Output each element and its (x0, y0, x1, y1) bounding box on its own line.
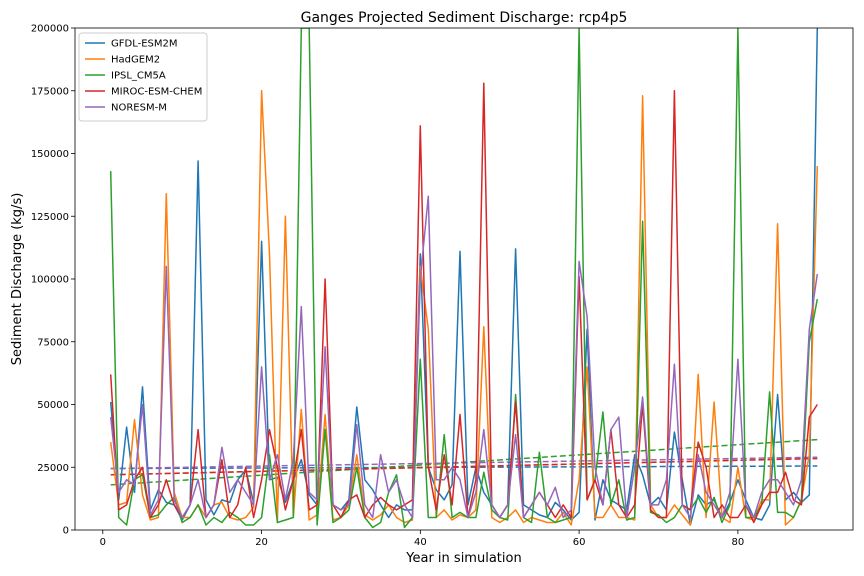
x-axis-label: Year in simulation (405, 551, 521, 566)
y-tick-label: 25000 (37, 463, 69, 474)
legend-label: NORESM-M (111, 103, 167, 114)
legend-label: GFDL-ESM2M (111, 39, 178, 50)
series-line-miroc-esm-chem (109, 82, 818, 524)
series-lines (109, 28, 819, 529)
y-tick-label: 125000 (31, 212, 69, 223)
x-axis: 0 20 40 60 80 (100, 530, 745, 548)
y-tick-label: 0 (63, 526, 69, 537)
x-tick-label: 40 (414, 537, 427, 548)
legend-label: MIROC-ESM-CHEM (111, 87, 202, 98)
series-line-gfdl-esm2m (109, 28, 819, 526)
y-tick-label: 150000 (31, 149, 69, 160)
legend-box (78, 32, 208, 122)
series-line-noresm-m (109, 195, 819, 519)
y-tick-label: 100000 (31, 275, 69, 286)
series-line-ipsl-cm5a (109, 28, 819, 529)
legend-label: IPSL_CM5A (111, 71, 166, 82)
x-tick-label: 60 (573, 537, 586, 548)
y-tick-label: 175000 (31, 86, 69, 97)
legend: GFDL-ESM2M HadGEM2 IPSL_CM5A MIROC-ESM-CHEM… (78, 32, 208, 122)
y-tick-label: 75000 (37, 337, 69, 348)
y-axis-label: Sediment Discharge (kg/s) (10, 193, 25, 366)
x-tick-label: 80 (732, 537, 745, 548)
y-axis: 0 25000 50000 75000 100000 125000 150000 175000… (31, 24, 75, 537)
y-tick-label: 50000 (37, 400, 69, 411)
x-tick-label: 20 (255, 537, 268, 548)
legend-label: HadGEM2 (111, 55, 160, 66)
x-tick-label: 0 (100, 537, 106, 548)
y-tick-label: 200000 (31, 24, 69, 35)
chart-title: Ganges Projected Sediment Discharge: rcp… (301, 10, 628, 26)
